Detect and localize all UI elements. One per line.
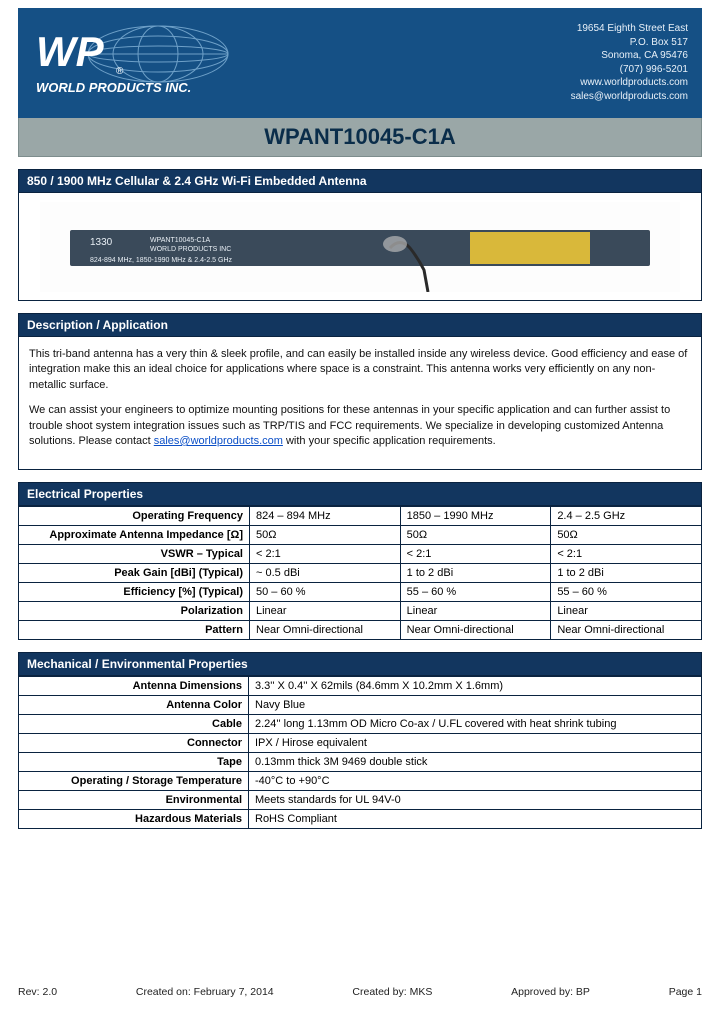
footer-created-by: Created by: MKS (352, 986, 432, 998)
svg-text:WP: WP (36, 28, 105, 75)
row-label: Environmental (19, 791, 249, 810)
table-row: VSWR – Typical< 2:1< 2:1< 2:1 (19, 545, 702, 564)
row-label: Connector (19, 734, 249, 753)
datasheet-page: WP ® WORLD PRODUCTS INC. 19654 Eighth St… (0, 0, 720, 1012)
contact-email-link[interactable]: sales@worldproducts.com (154, 435, 283, 447)
contact-website: www.worldproducts.com (571, 76, 688, 90)
row-value: 50Ω (551, 526, 702, 545)
row-label: Approximate Antenna Impedance [Ω] (19, 526, 250, 545)
row-label: Antenna Color (19, 696, 249, 715)
table-row: Peak Gain [dBi] (Typical)~ 0.5 dBi1 to 2… (19, 564, 702, 583)
svg-text:824-894 MHz, 1850-1990 MHz & 2: 824-894 MHz, 1850-1990 MHz & 2.4-2.5 GHz (90, 257, 233, 264)
product-title: WPANT10045-C1A (18, 118, 702, 157)
company-logo: WP ® WORLD PRODUCTS INC. (28, 18, 238, 110)
svg-text:®: ® (116, 66, 124, 77)
row-value: 50Ω (250, 526, 401, 545)
row-label: Tape (19, 753, 249, 772)
row-value: -40°C to +90°C (249, 772, 702, 791)
product-subtitle: 850 / 1900 MHz Cellular & 2.4 GHz Wi-Fi … (18, 169, 702, 193)
row-value: 55 – 60 % (400, 583, 551, 602)
row-value: 2.4 – 2.5 GHz (551, 507, 702, 526)
table-row: Hazardous MaterialsRoHS Compliant (19, 810, 702, 829)
description-para1: This tri-band antenna has a very thin & … (29, 347, 691, 393)
table-row: EnvironmentalMeets standards for UL 94V-… (19, 791, 702, 810)
row-value: Linear (551, 602, 702, 621)
row-label: Antenna Dimensions (19, 677, 249, 696)
table-row: Cable2.24'' long 1.13mm OD Micro Co-ax /… (19, 715, 702, 734)
row-label: Operating / Storage Temperature (19, 772, 249, 791)
row-value: 1 to 2 dBi (551, 564, 702, 583)
row-value: Navy Blue (249, 696, 702, 715)
contact-line: Sonoma, CA 95476 (571, 49, 688, 63)
row-value: 824 – 894 MHz (250, 507, 401, 526)
row-value: Near Omni-directional (250, 621, 401, 640)
row-label: Cable (19, 715, 249, 734)
row-value: RoHS Compliant (249, 810, 702, 829)
row-value: < 2:1 (551, 545, 702, 564)
row-value: < 2:1 (400, 545, 551, 564)
svg-text:WORLD PRODUCTS INC: WORLD PRODUCTS INC (150, 246, 231, 253)
page-header: WP ® WORLD PRODUCTS INC. 19654 Eighth St… (18, 8, 702, 118)
row-value: Near Omni-directional (551, 621, 702, 640)
row-value: ~ 0.5 dBi (250, 564, 401, 583)
row-value: 55 – 60 % (551, 583, 702, 602)
mechanical-heading: Mechanical / Environmental Properties (18, 652, 702, 676)
svg-text:WPANT10045-C1A: WPANT10045-C1A (150, 237, 211, 244)
row-value: 0.13mm thick 3M 9469 double stick (249, 753, 702, 772)
table-row: Antenna Dimensions3.3'' X 0.4'' X 62mils… (19, 677, 702, 696)
contact-email: sales@worldproducts.com (571, 90, 688, 104)
product-image: 1330 WPANT10045-C1A WORLD PRODUCTS INC 8… (18, 193, 702, 301)
electrical-heading: Electrical Properties (18, 482, 702, 506)
row-value: < 2:1 (250, 545, 401, 564)
page-footer: Rev: 2.0 Created on: February 7, 2014 Cr… (18, 979, 702, 998)
row-label: Pattern (19, 621, 250, 640)
row-label: Peak Gain [dBi] (Typical) (19, 564, 250, 583)
table-row: Efficiency [%] (Typical)50 – 60 %55 – 60… (19, 583, 702, 602)
table-row: Operating Frequency824 – 894 MHz1850 – 1… (19, 507, 702, 526)
description-body: This tri-band antenna has a very thin & … (18, 337, 702, 470)
table-row: Operating / Storage Temperature-40°C to … (19, 772, 702, 791)
row-label: Polarization (19, 602, 250, 621)
table-row: Antenna ColorNavy Blue (19, 696, 702, 715)
row-value: Linear (250, 602, 401, 621)
electrical-table: Operating Frequency824 – 894 MHz1850 – 1… (18, 506, 702, 640)
row-label: Hazardous Materials (19, 810, 249, 829)
company-name-text: WORLD PRODUCTS INC. (36, 80, 191, 95)
table-row: ConnectorIPX / Hirose equivalent (19, 734, 702, 753)
row-label: Operating Frequency (19, 507, 250, 526)
row-value: 1850 – 1990 MHz (400, 507, 551, 526)
svg-text:1330: 1330 (90, 237, 113, 248)
contact-line: P.O. Box 517 (571, 36, 688, 50)
contact-line: (707) 996-5201 (571, 63, 688, 77)
description-heading: Description / Application (18, 313, 702, 337)
description-para2: We can assist your engineers to optimize… (29, 403, 691, 449)
table-row: Tape0.13mm thick 3M 9469 double stick (19, 753, 702, 772)
table-row: Approximate Antenna Impedance [Ω]50Ω50Ω5… (19, 526, 702, 545)
row-label: Efficiency [%] (Typical) (19, 583, 250, 602)
footer-approved-by: Approved by: BP (511, 986, 590, 998)
row-value: Linear (400, 602, 551, 621)
mechanical-table: Antenna Dimensions3.3'' X 0.4'' X 62mils… (18, 676, 702, 829)
row-value: 2.24'' long 1.13mm OD Micro Co-ax / U.FL… (249, 715, 702, 734)
row-value: Near Omni-directional (400, 621, 551, 640)
table-row: PolarizationLinearLinearLinear (19, 602, 702, 621)
table-row: PatternNear Omni-directionalNear Omni-di… (19, 621, 702, 640)
wp-logo-icon: WP ® WORLD PRODUCTS INC. (28, 24, 238, 104)
company-contact: 19654 Eighth Street East P.O. Box 517 So… (571, 18, 688, 110)
row-value: 50 – 60 % (250, 583, 401, 602)
row-value: 3.3'' X 0.4'' X 62mils (84.6mm X 10.2mm … (249, 677, 702, 696)
row-value: Meets standards for UL 94V-0 (249, 791, 702, 810)
contact-line: 19654 Eighth Street East (571, 22, 688, 36)
footer-created-on: Created on: February 7, 2014 (136, 986, 274, 998)
row-value: 50Ω (400, 526, 551, 545)
row-value: 1 to 2 dBi (400, 564, 551, 583)
footer-page: Page 1 (669, 986, 702, 998)
antenna-illustration: 1330 WPANT10045-C1A WORLD PRODUCTS INC 8… (40, 202, 680, 292)
row-label: VSWR – Typical (19, 545, 250, 564)
row-value: IPX / Hirose equivalent (249, 734, 702, 753)
footer-rev: Rev: 2.0 (18, 986, 57, 998)
